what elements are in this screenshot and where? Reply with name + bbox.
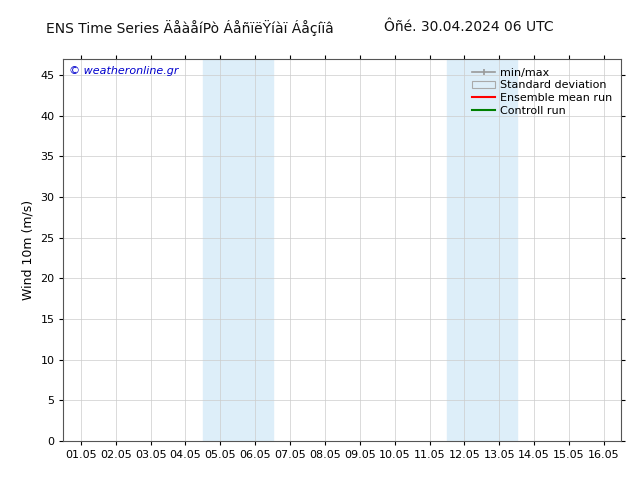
Text: Ôñé. 30.04.2024 06 UTC: Ôñé. 30.04.2024 06 UTC bbox=[384, 20, 554, 34]
Bar bbox=[447, 59, 517, 441]
Text: © weatheronline.gr: © weatheronline.gr bbox=[69, 67, 179, 76]
Legend: min/max, Standard deviation, Ensemble mean run, Controll run: min/max, Standard deviation, Ensemble me… bbox=[469, 64, 616, 120]
Y-axis label: Wind 10m (m/s): Wind 10m (m/s) bbox=[22, 200, 35, 300]
Text: ENS Time Series ÄåàåíPò ÁåñïëŸíàï Áåçíïâ: ENS Time Series ÄåàåíPò ÁåñïëŸíàï Áåçíïâ bbox=[46, 20, 334, 36]
Bar bbox=[203, 59, 273, 441]
